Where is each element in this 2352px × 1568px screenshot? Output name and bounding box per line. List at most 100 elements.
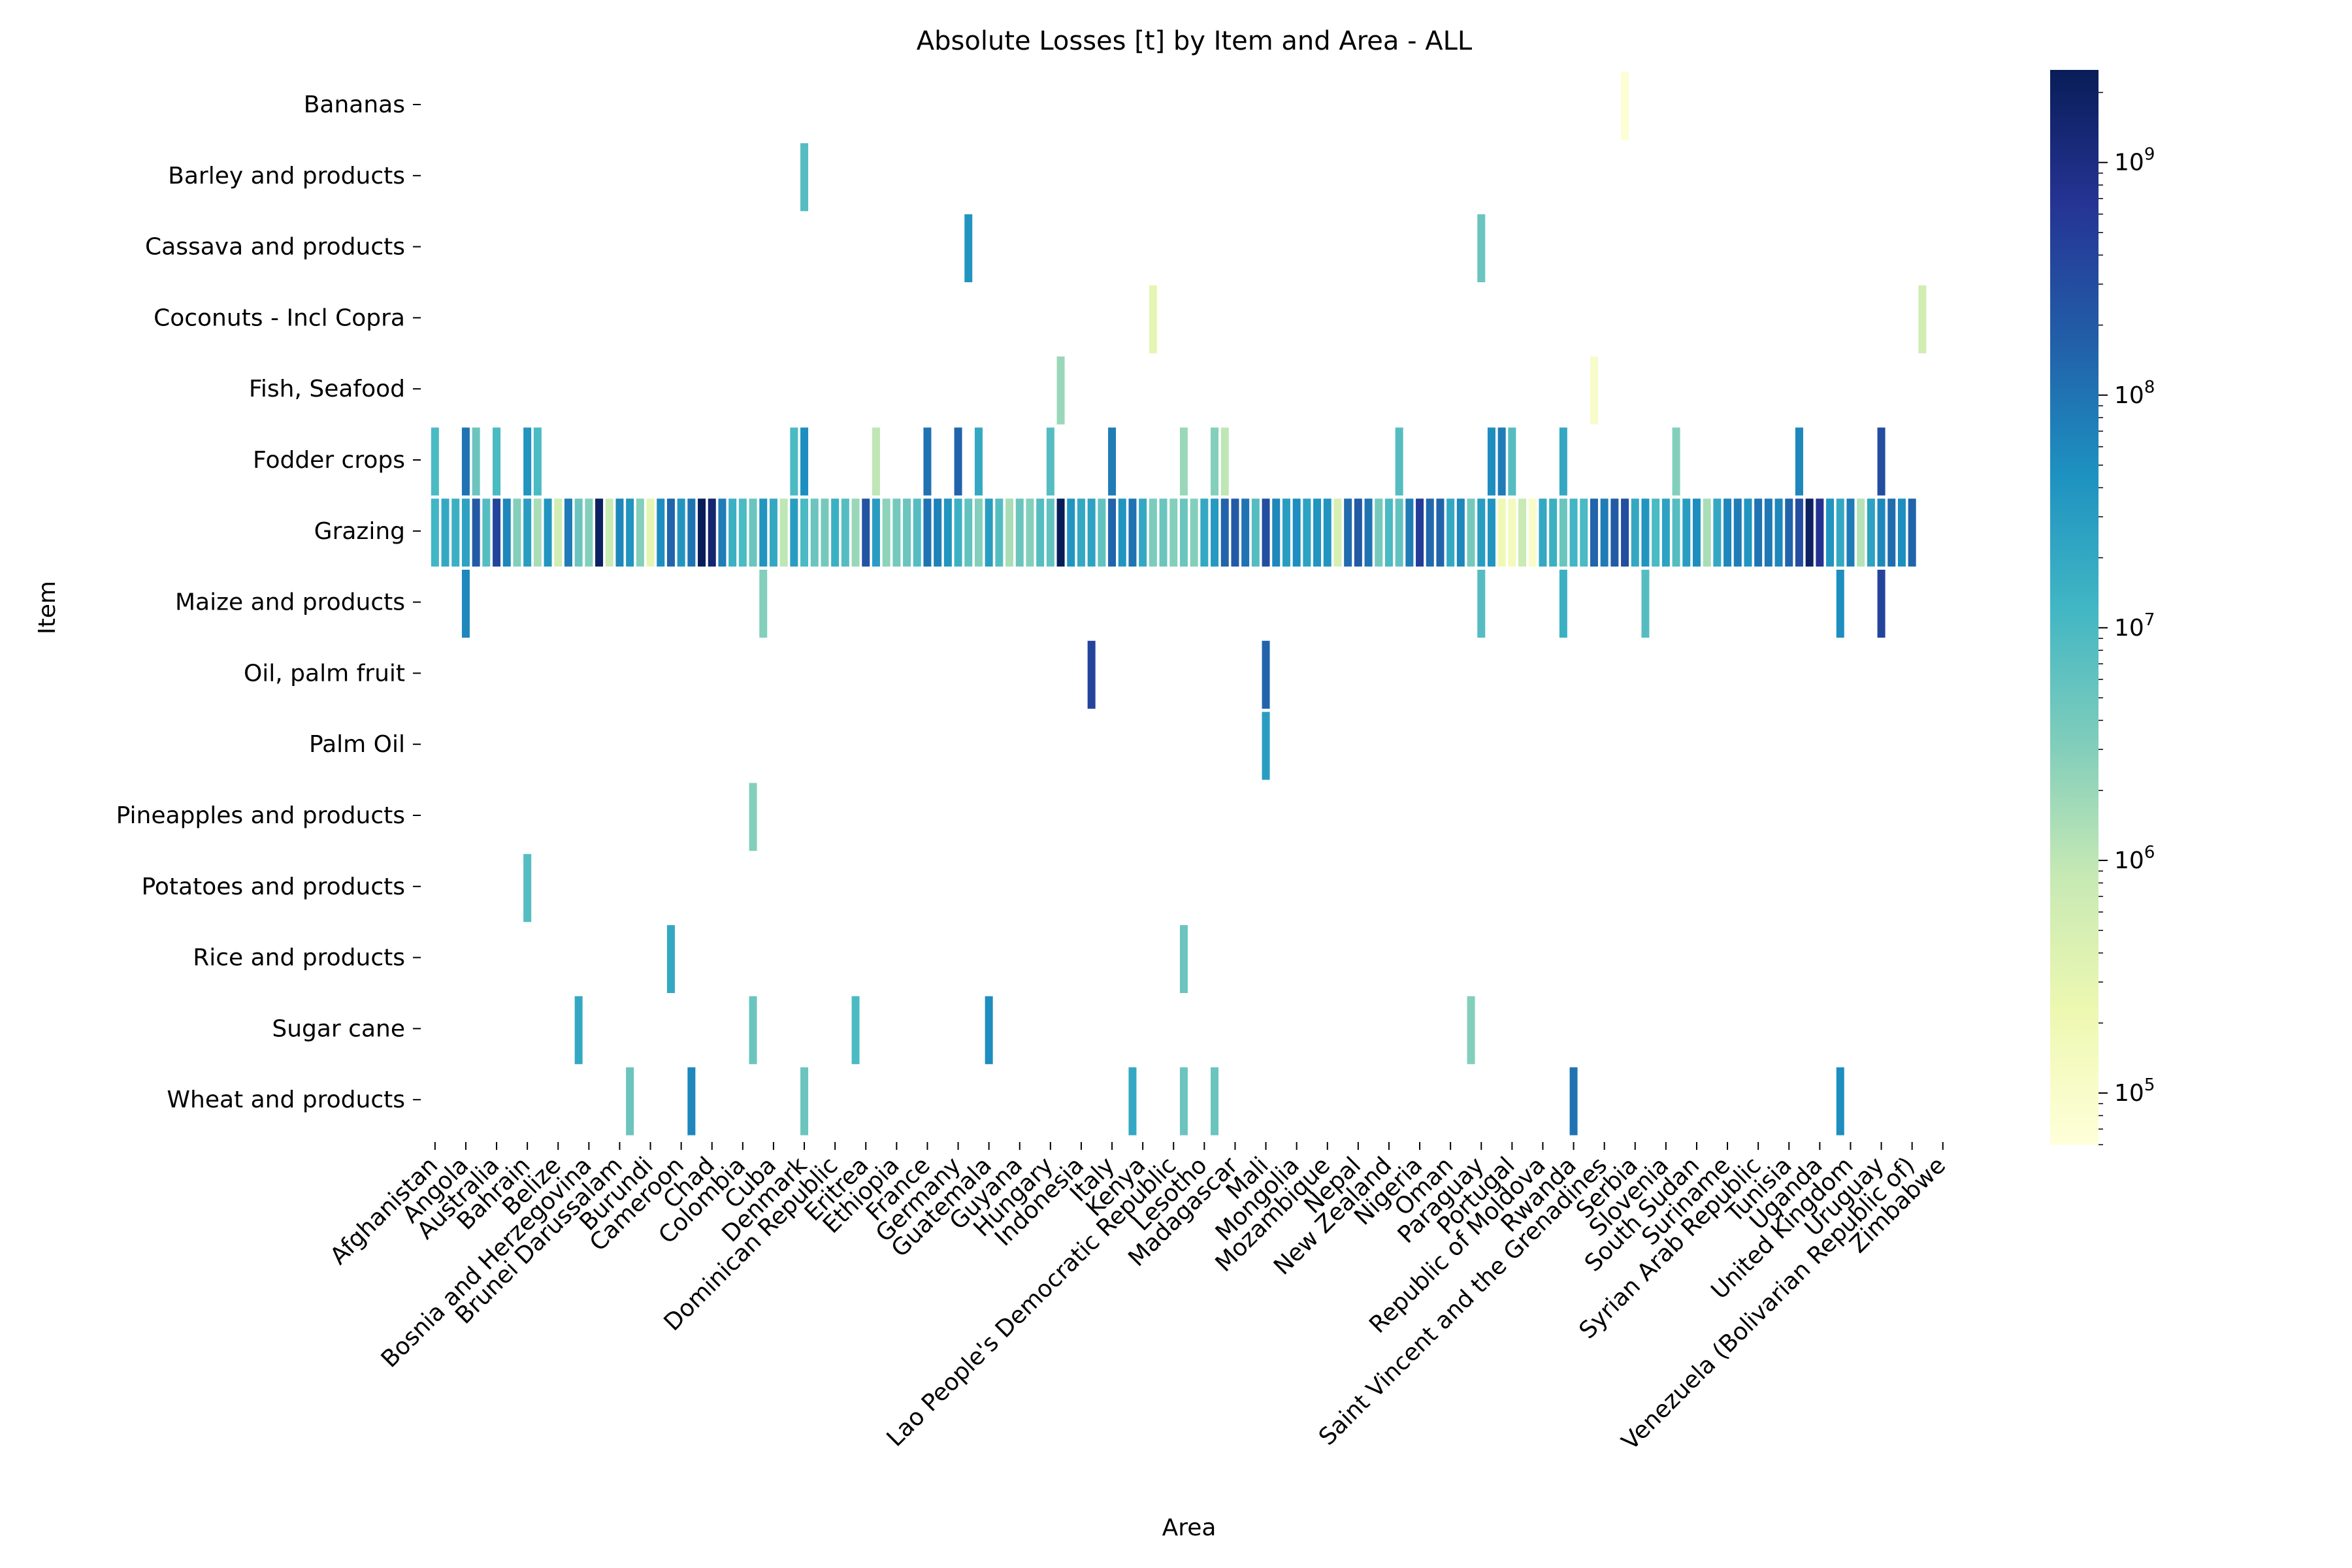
heatmap-cell: [1559, 427, 1567, 496]
heatmap-cell: [1046, 498, 1054, 567]
heatmap-cell: [1672, 498, 1680, 567]
y-tick-label: Potatoes and products: [141, 874, 405, 900]
heatmap-cells: [431, 72, 1927, 1135]
heatmap-cell: [1159, 498, 1168, 567]
heatmap-cell: [1108, 498, 1117, 567]
heatmap-cell: [934, 498, 942, 567]
heatmap-cell: [1262, 640, 1270, 709]
heatmap-cell: [1785, 498, 1793, 567]
heatmap-cell: [1067, 498, 1075, 567]
heatmap-cell: [1303, 498, 1311, 567]
heatmap-cell: [666, 925, 675, 993]
heatmap-cell: [431, 498, 439, 567]
heatmap-cell: [851, 996, 860, 1064]
heatmap-cell: [1836, 1067, 1844, 1135]
heatmap-cell: [769, 498, 777, 567]
heatmap-cell: [1816, 498, 1824, 567]
heatmap-cell: [759, 570, 768, 638]
heatmap-cell: [800, 498, 809, 567]
heatmap-cell: [1477, 498, 1486, 567]
heatmap-cell: [1036, 498, 1045, 567]
heatmap-cell: [1436, 498, 1445, 567]
heatmap-cell: [1405, 498, 1414, 567]
heatmap-cell: [1897, 498, 1906, 567]
heatmap-cell: [1713, 498, 1722, 567]
colorbar-gradient: [2050, 70, 2099, 1145]
heatmap-cell: [1795, 427, 1803, 496]
y-tick-label: Coconuts - Incl Copra: [154, 304, 405, 331]
y-tick-label: Wheat and products: [167, 1086, 405, 1113]
heatmap-cell: [687, 498, 696, 567]
heatmap-cell: [821, 498, 829, 567]
heatmap-cell: [646, 498, 655, 567]
heatmap-cell: [1539, 498, 1547, 567]
heatmap-cell: [585, 498, 593, 567]
heatmap-cell: [677, 498, 685, 567]
heatmap-cell: [1333, 498, 1342, 567]
heatmap-cell: [431, 427, 439, 496]
colorbar-tick-label: 107: [2114, 610, 2155, 642]
heatmap-cell: [1118, 498, 1126, 567]
heatmap-cell: [1580, 498, 1588, 567]
heatmap-cell: [1497, 498, 1506, 567]
heatmap-cell: [800, 1067, 809, 1135]
heatmap-cell: [1754, 498, 1763, 567]
heatmap-cell: [523, 498, 532, 567]
heatmap-cell: [574, 498, 583, 567]
heatmap-cell: [1692, 498, 1701, 567]
y-tick-label: Pineapples and products: [116, 802, 405, 829]
heatmap-cell: [1384, 498, 1393, 567]
heatmap-cell: [1446, 498, 1455, 567]
heatmap-cell: [841, 498, 849, 567]
heatmap-cell: [974, 427, 983, 496]
heatmap-cell: [1354, 498, 1362, 567]
heatmap-cell: [872, 427, 880, 496]
heatmap-cell: [1456, 498, 1465, 567]
heatmap-cell: [1569, 498, 1578, 567]
heatmap-cell: [923, 498, 932, 567]
heatmap-cell: [1046, 427, 1054, 496]
heatmap-cell: [564, 498, 572, 567]
heatmap-cell: [1426, 498, 1434, 567]
heatmap-cell: [985, 498, 993, 567]
heatmap-cell: [533, 498, 542, 567]
heatmap-cell: [1508, 427, 1516, 496]
heatmap-cell: [995, 498, 1004, 567]
heatmap-cell: [1661, 498, 1670, 567]
heatmap-cell: [493, 498, 501, 567]
heatmap-cell: [1098, 498, 1106, 567]
heatmap-cell: [544, 498, 552, 567]
heatmap-cell: [605, 498, 613, 567]
heatmap-cell: [1169, 498, 1178, 567]
y-tick-label: Sugar cane: [272, 1015, 405, 1042]
heatmap-cell: [1056, 356, 1065, 425]
heatmap-cell: [1313, 498, 1322, 567]
heatmap-cell: [943, 498, 952, 567]
heatmap-cell: [554, 498, 563, 567]
heatmap-cell: [574, 996, 583, 1064]
y-tick-label: Rice and products: [193, 945, 405, 972]
heatmap-cell: [1867, 498, 1875, 567]
x-axis-label: Area: [1162, 1514, 1217, 1541]
y-tick-label: Barley and products: [168, 163, 405, 189]
heatmap-cell: [810, 498, 819, 567]
y-tick-label: Palm Oil: [309, 731, 405, 758]
heatmap-cell: [502, 498, 511, 567]
heatmap-cell: [451, 498, 460, 567]
heatmap-cell: [759, 498, 768, 567]
heatmap-cell: [1477, 214, 1486, 282]
heatmap-cell: [728, 498, 737, 567]
heatmap-cell: [1220, 498, 1229, 567]
heatmap-cell: [1241, 498, 1250, 567]
y-tick-label: Fodder crops: [253, 447, 405, 474]
heatmap-cell: [493, 427, 501, 496]
heatmap-cell: [1128, 498, 1137, 567]
heatmap-cell: [903, 498, 911, 567]
heatmap-cell: [1467, 498, 1475, 567]
heatmap-cell: [461, 427, 470, 496]
heatmap-cell: [1087, 498, 1096, 567]
heatmap-cell: [749, 996, 757, 1064]
heatmap-cell: [1262, 711, 1270, 780]
heatmap-cell: [1077, 498, 1085, 567]
heatmap-cell: [974, 498, 983, 567]
